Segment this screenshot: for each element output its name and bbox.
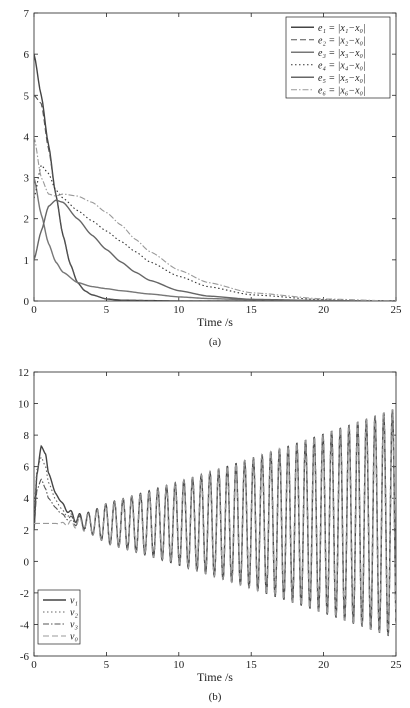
y-tick-label: 8 bbox=[24, 430, 30, 442]
x-tick-label: 25 bbox=[391, 304, 403, 316]
x-axis-label: Time /s bbox=[197, 315, 233, 329]
legend-entry: v₁ bbox=[70, 596, 78, 607]
y-tick-label: -6 bbox=[20, 651, 30, 663]
legend-box bbox=[285, 16, 391, 99]
legend-entry: v₀ bbox=[70, 632, 78, 643]
legend-entry: e₃ = |x₃−x₀| bbox=[318, 48, 366, 59]
y-tick-label: 12 bbox=[18, 367, 29, 379]
legend-entry: e₄ = |x₄−x₀| bbox=[318, 60, 366, 71]
x-tick-label: 10 bbox=[173, 304, 185, 316]
series-line-6 bbox=[34, 136, 396, 301]
legend-entry: e₅ = |x₅−x₀| bbox=[318, 73, 366, 84]
y-tick-label: 0 bbox=[24, 296, 30, 308]
y-tick-label: 0 bbox=[24, 556, 30, 568]
y-tick-label: 4 bbox=[24, 131, 30, 143]
legend-entry: v₃ bbox=[70, 620, 78, 631]
y-tick-label: 4 bbox=[24, 493, 30, 505]
y-tick-label: 2 bbox=[24, 525, 30, 537]
y-tick-label: 6 bbox=[24, 462, 30, 474]
legend-entry: v₂ bbox=[70, 608, 78, 619]
x-tick-label: 10 bbox=[173, 659, 185, 671]
y-tick-label: 5 bbox=[24, 90, 30, 102]
x-tick-label: 15 bbox=[246, 659, 258, 671]
legend-entry: e₆ = |x₆−x₀| bbox=[318, 85, 366, 96]
series-line-4 bbox=[34, 409, 396, 636]
panel-caption: (b) bbox=[209, 691, 222, 703]
series-line-5 bbox=[34, 199, 396, 301]
x-axis-label: Time /s bbox=[197, 670, 233, 684]
x-tick-label: 20 bbox=[318, 304, 330, 316]
x-tick-label: 5 bbox=[104, 304, 110, 316]
chart-panel-a: 0 5 10 15 20 25 0 1 2 3 4 5 6 7 Time /s (a) e₁ = |x₁−x₀|… bbox=[24, 8, 403, 348]
series-line-1 bbox=[34, 409, 396, 637]
panel-caption: (a) bbox=[209, 336, 222, 348]
y-tick-label: 2 bbox=[24, 214, 30, 226]
legend-box bbox=[37, 589, 81, 645]
x-tick-label: 25 bbox=[391, 659, 403, 671]
series-line-2 bbox=[34, 94, 396, 301]
x-tick-label: 20 bbox=[318, 659, 330, 671]
x-tick-label: 0 bbox=[31, 659, 37, 671]
y-tick-label: -4 bbox=[20, 619, 30, 631]
x-tick-label: 0 bbox=[31, 304, 37, 316]
y-tick-label: 10 bbox=[18, 399, 30, 411]
series-line-4 bbox=[34, 164, 396, 301]
y-tick-label: 7 bbox=[24, 8, 30, 20]
legend-entry: e₁ = |x₁−x₀| bbox=[318, 23, 366, 34]
legend-entry: e₂ = |x₂−x₀| bbox=[318, 35, 366, 46]
x-tick-label: 15 bbox=[246, 304, 258, 316]
x-tick-label: 5 bbox=[104, 659, 110, 671]
y-tick-label: 1 bbox=[24, 255, 30, 267]
y-tick-label: -2 bbox=[20, 588, 29, 600]
series-line-3 bbox=[34, 177, 396, 301]
y-tick-label: 3 bbox=[24, 173, 30, 185]
y-tick-label: 6 bbox=[24, 49, 30, 61]
